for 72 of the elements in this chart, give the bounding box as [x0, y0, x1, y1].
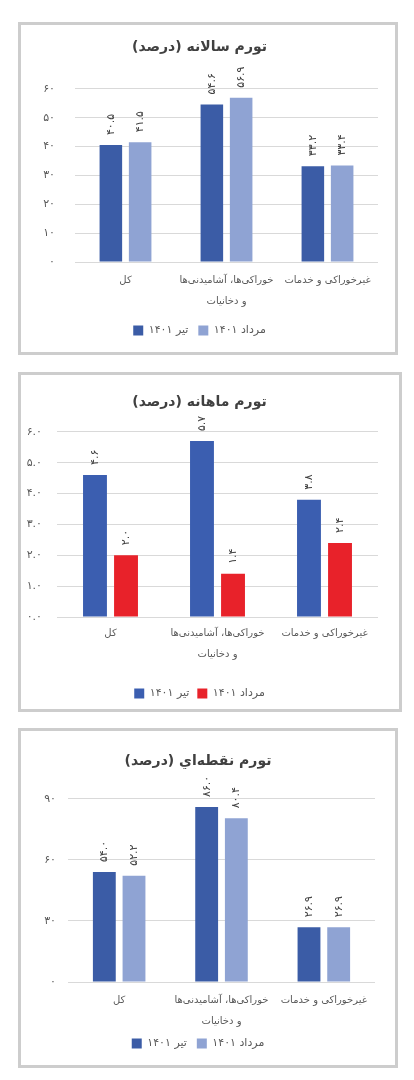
- data-label: ۸۰.۴: [229, 787, 243, 809]
- y-tick-label: ۳۰: [44, 913, 56, 927]
- y-tick-label: ۰.۰: [26, 609, 42, 623]
- y-tick-label: ۱.۰: [26, 578, 42, 592]
- legend-label: تیر ۱۴۰۱: [149, 686, 190, 700]
- data-label: ۵۴.۶: [204, 73, 218, 95]
- bar: [114, 555, 138, 617]
- data-label: ۳۳.۴: [335, 134, 348, 156]
- data-label: ۳.۸: [301, 474, 315, 490]
- y-tick-label: ۰: [50, 974, 56, 988]
- y-tick-label: ۲.۰: [26, 548, 42, 562]
- bar: [195, 806, 219, 982]
- legend-label: مرداد ۱۴۰۱: [213, 323, 266, 337]
- bar: [122, 875, 146, 982]
- data-label: ۲۶.۹: [331, 895, 345, 918]
- data-label: ۵۶.۹: [234, 66, 247, 88]
- x-tick-label: کل: [104, 627, 117, 639]
- data-label: ۵۲.۲: [126, 844, 140, 866]
- bar: [128, 142, 152, 262]
- legend-label: مرداد ۱۴۰۱: [212, 1036, 265, 1050]
- data-label: ۲۶.۹: [301, 895, 315, 918]
- x-tick-label: خوراکی‌ها، آشامیدنی‌ها و دخانیات: [170, 626, 265, 661]
- data-label: ۵.۷: [194, 415, 208, 432]
- legend-label: مرداد ۱۴۰۱: [212, 686, 265, 700]
- bar: [229, 97, 253, 262]
- chart-title: تورم ماهانه (درصد): [132, 393, 267, 411]
- bar: [301, 166, 325, 262]
- legend-label: تیر ۱۴۰۱: [148, 323, 189, 337]
- y-tick-label: ۶۰: [43, 81, 55, 95]
- chart-title: تورم نقطه‌اي (درصد): [124, 752, 272, 771]
- x-tick-label: غیرخوراکی و خدمات: [280, 994, 367, 1007]
- bar: [224, 818, 248, 982]
- bar: [297, 927, 321, 982]
- bar: [330, 165, 354, 262]
- y-tick-label: ۲۰: [43, 197, 55, 211]
- y-tick-label: ۱۰: [43, 225, 55, 239]
- bar: [92, 872, 116, 982]
- x-tick-label: خوراکی‌ها، آشامیدنی‌ها و دخانیات: [174, 993, 269, 1028]
- y-tick-label: ۵.۰: [26, 455, 42, 469]
- bar: [328, 542, 352, 617]
- bar: [83, 475, 107, 617]
- y-tick-label: ۶.۰: [26, 424, 42, 438]
- data-label: ۵۴.۰: [97, 840, 111, 863]
- y-tick-label: ۰: [49, 254, 55, 268]
- y-tick-label: ۳.۰: [26, 517, 42, 531]
- data-label: ۴۰.۵: [103, 113, 117, 136]
- y-tick-label: ۳۰: [43, 168, 55, 182]
- x-tick-label: کل: [119, 274, 132, 286]
- y-tick-label: ۶۰: [44, 852, 56, 866]
- data-label: ۸۶.۰: [199, 775, 213, 797]
- bar: [221, 573, 245, 617]
- bar: [327, 927, 351, 982]
- y-tick-label: ۴.۰: [26, 486, 42, 500]
- bar: [99, 145, 123, 262]
- bar: [190, 441, 214, 617]
- data-label: ۲.۴: [332, 517, 346, 533]
- x-tick-label: کل: [112, 994, 126, 1006]
- data-label: ۴.۶: [87, 449, 101, 466]
- x-tick-label: خوراکی‌ها، آشامیدنی‌ها و دخانیات: [179, 273, 274, 308]
- data-label: ۲.۰: [118, 529, 132, 546]
- x-tick-label: غیرخوراکی و خدمات: [284, 274, 371, 287]
- data-label: ۳۳.۲: [305, 134, 319, 157]
- data-label: ۴۱.۵: [133, 110, 146, 133]
- y-tick-label: ۹۰: [44, 791, 56, 805]
- x-tick-label: غیرخوراکی و خدمات: [281, 627, 368, 640]
- chart-title: تورم سالانه (درصد): [132, 38, 267, 56]
- data-label: ۱.۴: [225, 548, 239, 564]
- y-tick-label: ۵۰: [43, 110, 55, 124]
- y-tick-label: ۴۰: [43, 139, 55, 153]
- bar: [200, 104, 224, 262]
- legend-label: تیر ۱۴۰۱: [147, 1036, 187, 1050]
- bar: [297, 499, 321, 617]
